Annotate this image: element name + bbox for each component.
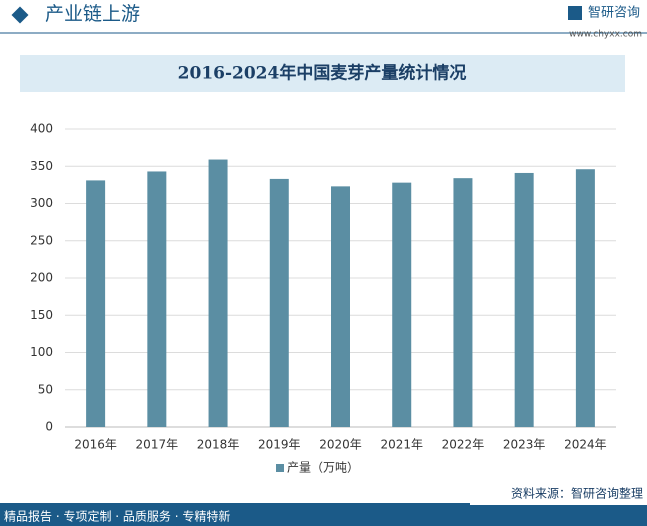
x-tick-label: 2021年 [380, 438, 423, 452]
y-tick-label: 50 [38, 382, 53, 396]
y-tick-label: 200 [30, 271, 53, 285]
brand-url: www.chyxx.com [569, 30, 642, 40]
x-tick-label: 2017年 [136, 438, 179, 452]
chart-title: 2016-2024年中国麦芽产量统计情况 [178, 63, 467, 84]
bar [147, 171, 167, 427]
bar [208, 159, 228, 428]
title-box [20, 55, 625, 92]
footer-source: 资料来源：智研咨询整理 [511, 486, 643, 501]
y-tick-label: 400 [30, 122, 53, 136]
bar [86, 180, 106, 427]
x-tick-label: 2023年 [503, 438, 546, 452]
y-tick-label: 300 [30, 196, 53, 210]
legend-label: 产量（万吨） [287, 461, 359, 475]
bar [331, 186, 350, 427]
y-tick-label: 350 [30, 159, 53, 173]
footer-tagline: 精品报告 · 专项定制 · 品质服务 · 专精特新 [4, 509, 230, 524]
header-title: 产业链上游 [45, 3, 140, 25]
x-tick-label: 2022年 [442, 438, 485, 452]
header-icon [11, 6, 29, 24]
bar [453, 178, 473, 427]
x-tick-label: 2016年 [74, 438, 117, 452]
legend-swatch [276, 464, 284, 472]
bar [392, 182, 412, 427]
y-tick-label: 0 [45, 420, 53, 434]
x-tick-label: 2024年 [564, 438, 607, 452]
bar [575, 169, 595, 428]
bar [269, 178, 289, 427]
x-tick-label: 2020年 [319, 438, 362, 452]
bar [514, 172, 534, 427]
y-tick-label: 100 [30, 345, 53, 359]
brand-name: 智研咨询 [588, 6, 640, 21]
footer-bar [0, 505, 647, 526]
y-tick-label: 150 [30, 308, 53, 322]
footer-line [0, 503, 470, 505]
x-tick-label: 2019年 [258, 438, 301, 452]
x-tick-label: 2018年 [197, 438, 240, 452]
brand-logo [568, 6, 582, 20]
y-tick-label: 250 [30, 233, 53, 247]
